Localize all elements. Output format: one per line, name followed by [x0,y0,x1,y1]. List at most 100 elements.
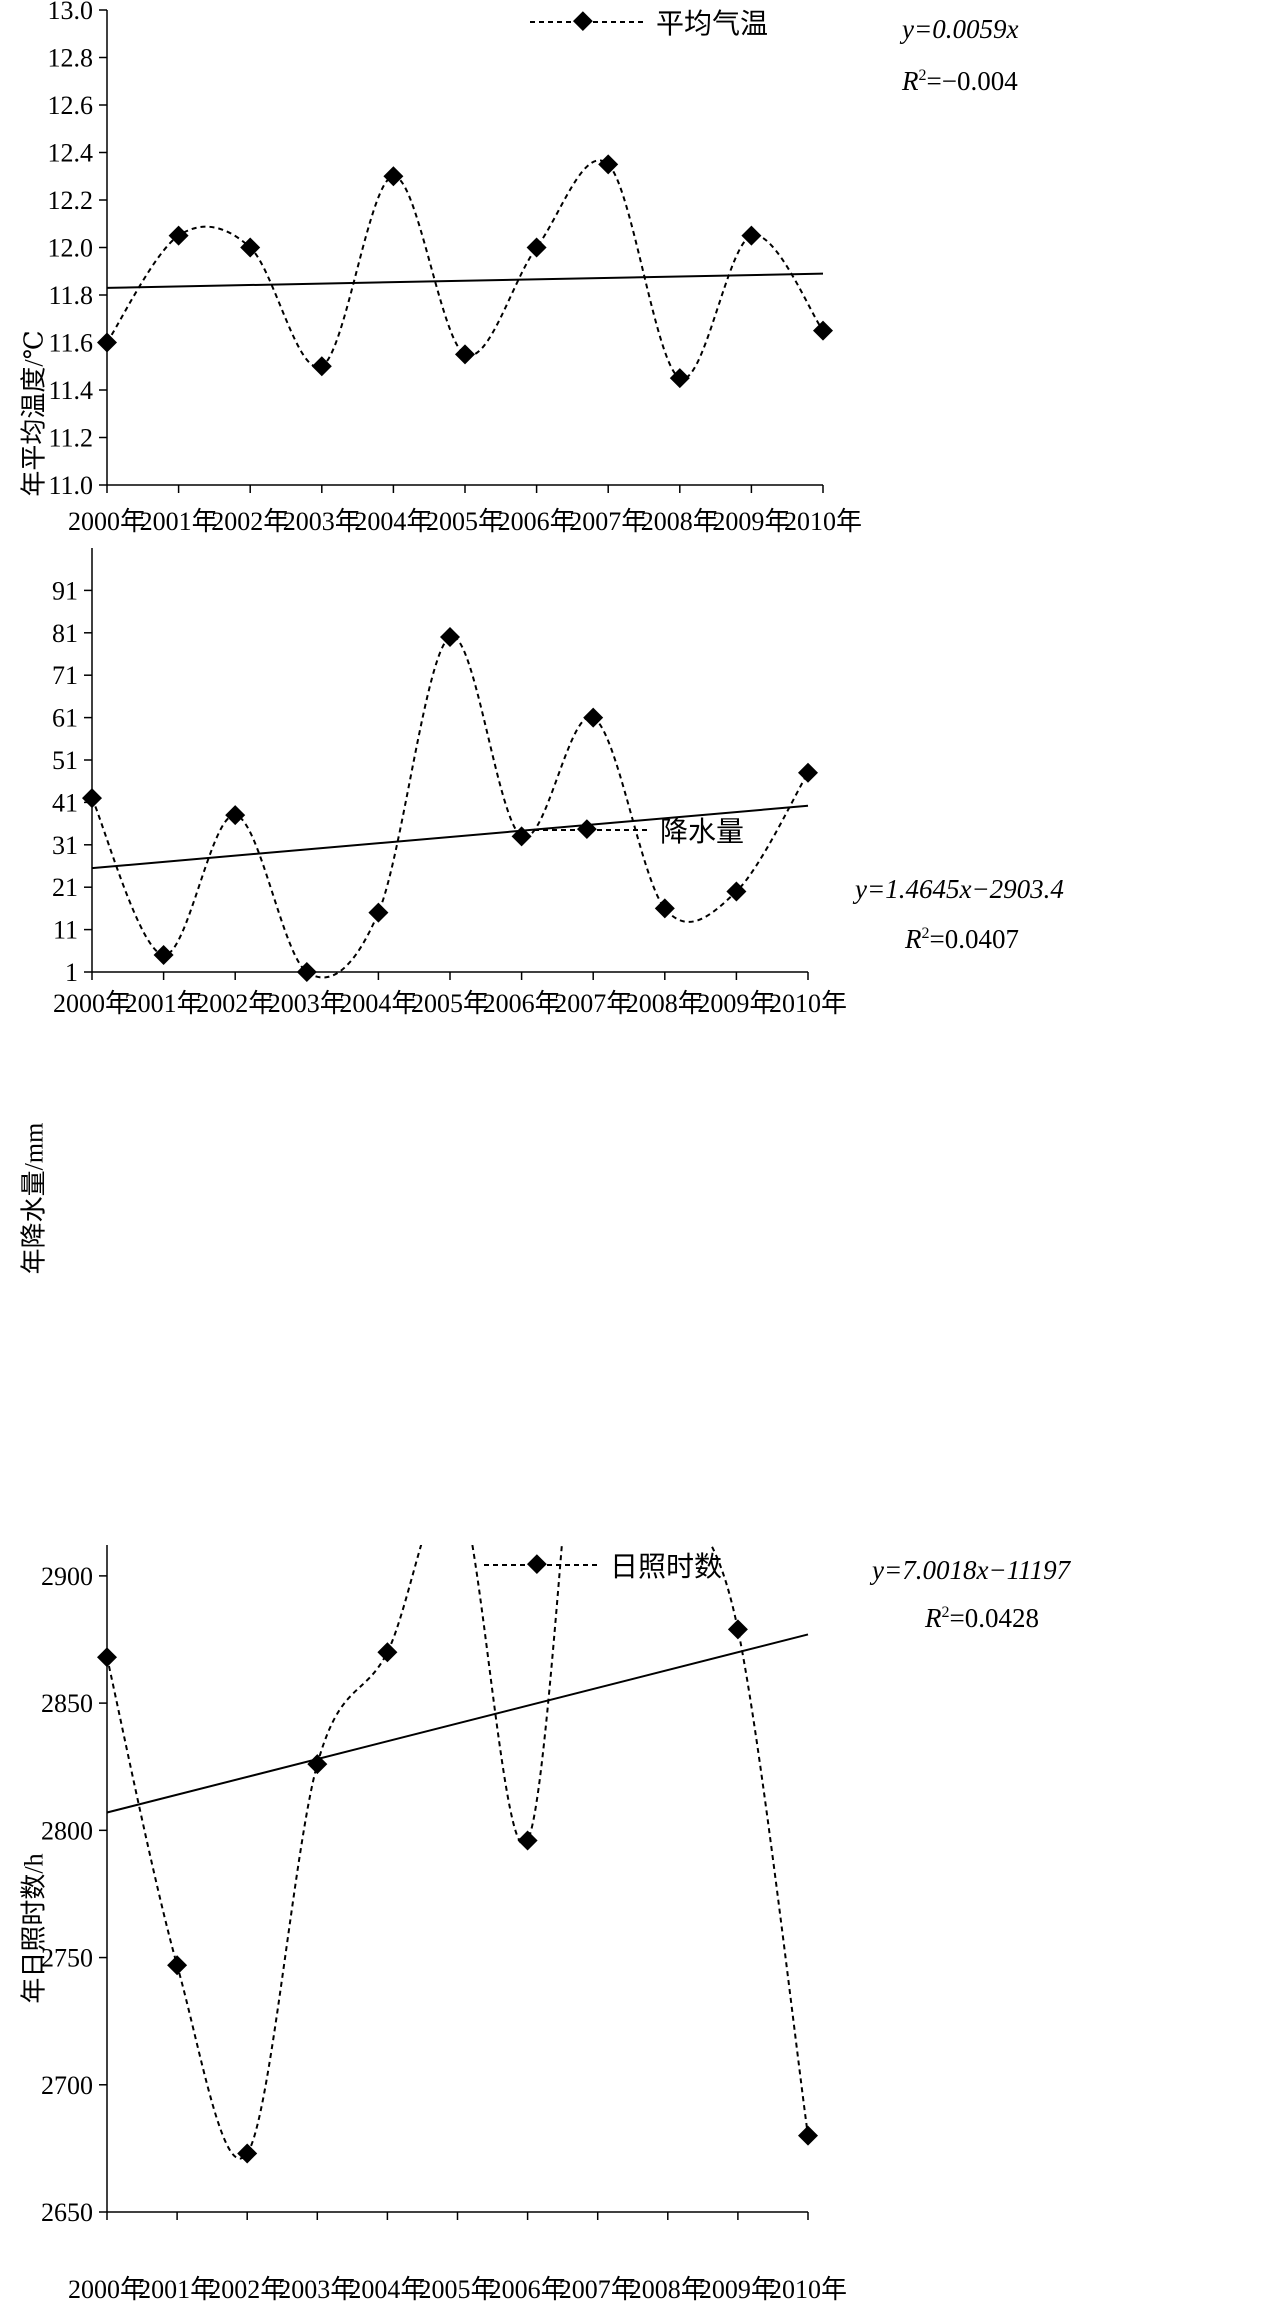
x-tick-label: 2007年 [554,989,632,1018]
x-tick-label: 2002年 [211,507,289,536]
y-tick-label: 1 [65,958,78,987]
y-tick-label: 11.6 [48,329,93,358]
trend-r2-precipitation: R2=0.0407 [905,924,1019,954]
data-point-marker [727,1619,748,1640]
data-point-marker [583,707,604,728]
x-tick-label: 2007年 [559,2275,637,2304]
x-tick-label: 2009年 [712,507,790,536]
y-tick-label: 12.2 [48,186,94,215]
chart-svg-temperature: 11.0 11.2 11.4 11.6 11.8 12.0 12.2 12.4 12.6 12.8… [48,0,863,536]
y-tick-label: 71 [52,661,78,690]
x-tick-label: 2006年 [489,2275,567,2304]
y-tick-label: 31 [52,831,78,860]
x-tick-label: 2004年 [339,989,417,1018]
x-tick-label: 2006年 [483,989,561,1018]
data-point-marker [237,2143,258,2164]
y-tick-label: 11.4 [48,376,93,405]
y-tick-label: 11 [53,916,78,945]
y-tick-label: 61 [52,704,78,733]
legend-label-temperature: 平均气温 [656,7,769,40]
x-tick-label: 2001年 [138,2275,216,2304]
data-point-marker [440,627,460,648]
trend-equation-temperature: y=0.0059x [902,14,1019,44]
data-point-marker [669,368,690,389]
trend-line [106,272,824,289]
data-point-marker [225,805,246,826]
y-tick-label: 2800 [41,1816,93,1845]
data-point-marker [368,902,389,923]
trend-equation-precipitation: y=1.4645x−2903.4 [855,874,1064,904]
data-point-marker [311,356,332,377]
legend-precipitation: 降水量 [532,810,744,850]
data-point-marker [511,826,532,847]
y-tick-label: 12.6 [48,91,94,120]
chart-panel-temperature: 11.0 11.2 11.4 11.6 11.8 12.0 12.2 12.4 12.6 12.8… [0,0,1262,780]
data-point-marker [153,945,174,966]
x-tick-label: 2010年 [784,507,862,536]
y-tick-label: 13.0 [48,0,94,25]
y-tick-label: 2650 [41,2198,93,2227]
legend-temperature: 平均气温 [528,2,768,42]
legend-swatch-temperature [530,11,646,32]
legend-label-precipitation: 降水量 [660,815,745,848]
x-tick-label: 2003年 [268,989,346,1018]
x-tick-label: 2008年 [629,2275,707,2304]
x-tick-label: 2000年 [68,2275,146,2304]
y-tick-label: 2750 [41,1944,93,1973]
data-point-marker [526,237,547,258]
y-tick-label: 51 [52,746,78,775]
data-point-marker [726,881,747,902]
x-tick-label: 2004年 [348,2275,426,2304]
x-tick-label: 2005年 [426,507,504,536]
x-tick-label: 2005年 [411,989,489,1018]
x-tick-label: 2009年 [699,2275,777,2304]
x-tick-label: 2008年 [626,989,704,1018]
data-point-marker [383,166,404,187]
data-point-marker [798,2125,818,2146]
x-tick-label: 2009年 [697,989,775,1018]
data-point-marker [97,332,117,353]
legend-label-sunshine: 日照时数 [610,1550,723,1583]
x-tick-label: 2006年 [498,507,576,536]
trend-r2-temperature: R2=−0.004 [902,66,1018,96]
y-tick-label: 12.8 [48,44,94,73]
data-point-marker [307,1754,328,1775]
x-tick-label: 2002年 [196,989,274,1018]
y-tick-label: 12.4 [48,139,94,168]
x-tick-label: 2010年 [769,2275,847,2304]
series-line [106,1545,809,2160]
x-tick-label: 2000年 [53,989,131,1018]
x-tick-label: 2000年 [68,507,146,536]
x-tick-label: 2003年 [278,2275,356,2304]
x-tick-label: 2007年 [569,507,647,536]
x-tick-label: 2004年 [354,507,432,536]
trend-equation-sunshine: y=7.0018x−11197 [872,1555,1071,1585]
trend-line [91,804,809,870]
chart-panel-sunshine: 2650270027502800285029002950300030503100… [0,1545,1262,2311]
data-point-marker [377,1642,398,1663]
trend-r2-sunshine: R2=0.0428 [925,1603,1039,1633]
y-axis-title-temperature: 年平均温度/℃ [19,330,49,497]
data-point-marker [97,1647,117,1668]
x-tick-label: 2008年 [641,507,719,536]
x-tick-label: 2002年 [208,2275,286,2304]
chart-svg-sunshine: 2650270027502800285029002950300030503100… [41,1545,847,2304]
y-tick-label: 2700 [41,2071,93,2100]
data-point-marker [517,1830,538,1851]
x-tick-label: 2003年 [283,507,361,536]
y-tick-label: 11.2 [48,424,93,453]
legend-swatch-precipitation [534,819,650,840]
y-tick-label: 11.8 [48,281,93,310]
data-point-marker [167,1955,188,1976]
data-point-marker [296,962,317,982]
x-tick-label: 2010年 [769,989,847,1018]
y-tick-label: 81 [52,619,78,648]
y-tick-label: 41 [52,788,78,817]
chart-svg-precipitation: 11121314151617181912000年2001年2002年2003年2… [52,548,847,1018]
y-tick-label: 12.0 [48,234,94,263]
y-axis-title-precipitation: 年降水量/mm [19,1122,49,1275]
trend-line [106,1633,809,1814]
legend-sunshine: 日照时数 [482,1545,722,1585]
data-point-marker [598,154,619,175]
x-tick-label: 2001年 [140,507,218,536]
